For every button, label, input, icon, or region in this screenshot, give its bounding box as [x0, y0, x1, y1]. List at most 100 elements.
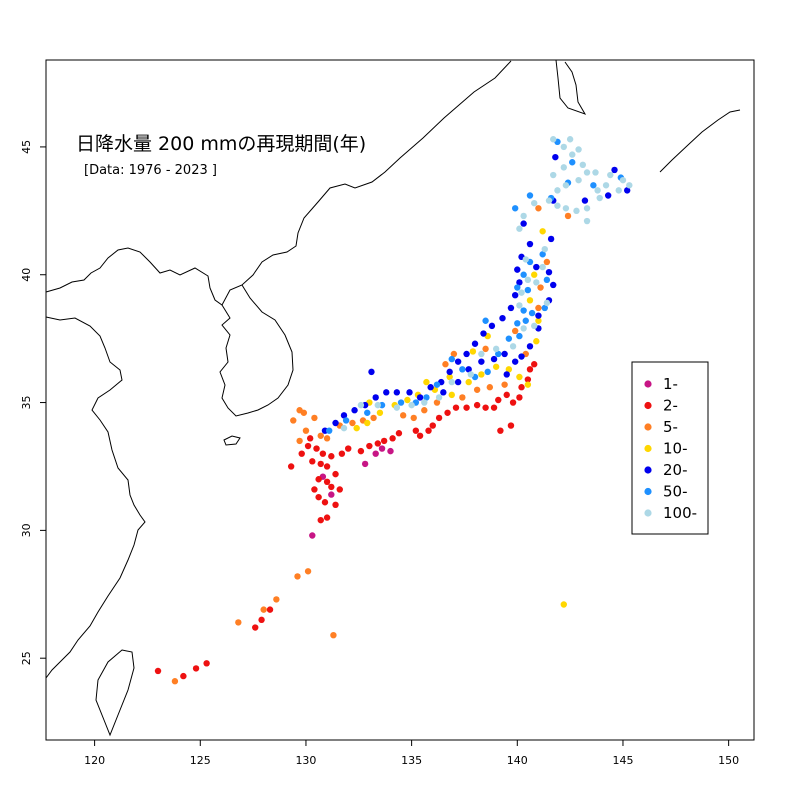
station-point	[509, 399, 517, 406]
station-point	[374, 440, 382, 447]
jeju-coastline	[223, 435, 241, 446]
station-point	[550, 281, 557, 289]
station-point	[562, 205, 570, 212]
station-point	[273, 596, 280, 603]
series-50-points	[326, 138, 625, 434]
station-point	[514, 320, 521, 327]
station-point	[490, 355, 498, 363]
station-point	[531, 322, 538, 330]
station-point	[328, 483, 335, 491]
station-point	[509, 343, 517, 350]
station-point	[459, 394, 466, 401]
station-point	[332, 501, 339, 509]
station-point	[505, 366, 513, 373]
station-point	[543, 276, 551, 284]
station-point	[533, 279, 540, 286]
station-point	[452, 404, 460, 411]
station-point	[488, 322, 496, 330]
station-point	[583, 217, 591, 225]
legend-swatch	[644, 509, 652, 517]
station-point	[321, 499, 329, 506]
station-point	[296, 407, 303, 414]
station-point	[518, 353, 525, 360]
station-point	[604, 192, 612, 199]
station-point	[575, 176, 582, 184]
station-point	[421, 399, 428, 406]
station-point	[454, 358, 462, 365]
station-point	[575, 146, 582, 153]
station-point	[287, 463, 295, 470]
station-point	[361, 460, 369, 468]
station-point	[511, 291, 519, 299]
station-point	[478, 350, 485, 358]
station-point	[340, 412, 348, 419]
station-point	[501, 381, 508, 388]
station-point	[531, 361, 538, 368]
station-point	[323, 435, 331, 442]
station-point	[566, 136, 574, 143]
station-point	[573, 207, 580, 215]
station-point	[370, 414, 377, 422]
station-point	[311, 414, 318, 422]
station-point	[478, 371, 485, 378]
station-point	[467, 371, 474, 378]
station-point	[315, 476, 322, 483]
station-point	[535, 304, 542, 312]
station-point	[332, 470, 339, 478]
station-point	[518, 289, 525, 296]
station-point	[607, 171, 614, 179]
korea-coastline	[219, 284, 294, 417]
station-point	[192, 665, 200, 672]
station-point	[311, 486, 318, 493]
station-point	[535, 312, 542, 319]
station-point	[378, 445, 386, 452]
station-point	[539, 251, 546, 258]
station-point	[602, 182, 610, 189]
station-point	[380, 437, 388, 445]
station-point	[590, 182, 597, 189]
station-point	[524, 376, 532, 383]
station-point	[535, 205, 542, 212]
station-point	[465, 378, 472, 386]
series-10-points	[353, 228, 567, 608]
station-point	[537, 284, 544, 291]
station-point	[296, 437, 303, 445]
station-point	[516, 302, 523, 309]
station-point	[511, 358, 519, 365]
station-point	[560, 143, 567, 151]
legend-swatch	[644, 423, 652, 431]
station-point	[543, 299, 551, 307]
axes: 120 125 130 135 140 145 150 25 30 35 40 45	[20, 59, 755, 767]
station-point	[490, 404, 498, 411]
station-point	[520, 325, 527, 332]
station-point	[581, 197, 589, 204]
station-point	[564, 212, 572, 220]
station-point	[526, 366, 534, 373]
station-point	[545, 197, 553, 204]
station-point	[399, 412, 407, 419]
station-point	[203, 660, 210, 667]
station-point	[524, 286, 532, 294]
station-point	[492, 345, 500, 353]
station-point	[448, 355, 455, 363]
series-100-points	[340, 136, 633, 432]
taiwan-coastline	[95, 649, 135, 737]
station-point	[353, 424, 360, 432]
series-5-points	[171, 205, 572, 685]
station-point	[235, 619, 242, 626]
station-point	[309, 458, 316, 465]
station-point	[560, 164, 567, 171]
station-point	[619, 176, 627, 184]
station-point	[342, 417, 350, 424]
x-tick-label: 140	[507, 754, 528, 767]
station-point	[345, 445, 352, 452]
y-tick-label: 40	[20, 268, 33, 282]
station-point	[535, 317, 542, 324]
station-point	[562, 182, 570, 189]
station-point	[463, 404, 470, 411]
legend-swatch	[644, 444, 652, 453]
station-point	[596, 194, 603, 202]
station-point	[372, 450, 379, 457]
station-point	[444, 409, 451, 416]
station-point	[364, 409, 371, 416]
